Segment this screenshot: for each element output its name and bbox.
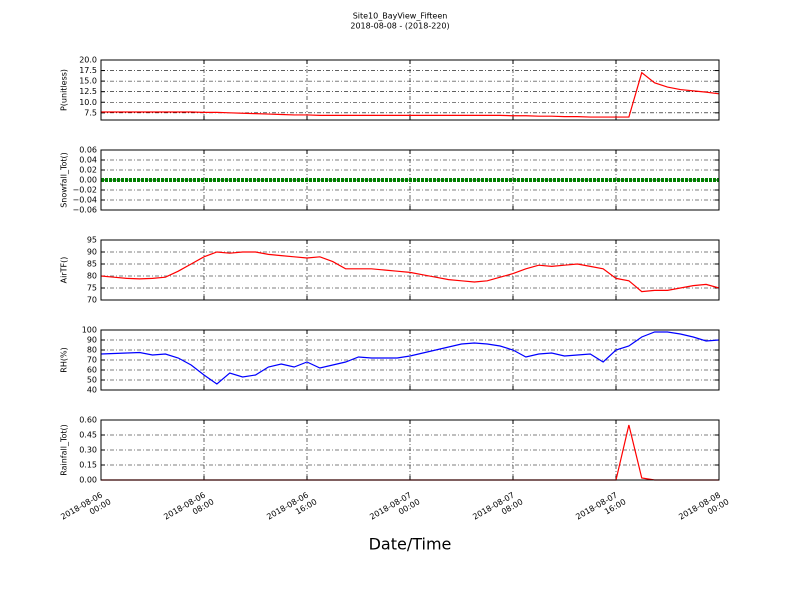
y-tick-label: −0.06 <box>72 206 97 215</box>
axes-frame <box>100 329 720 391</box>
y-axis-label: Snowfall_Tot() <box>60 152 69 208</box>
y-tick-label: 0.00 <box>79 176 97 185</box>
y-tick-label: 50 <box>87 376 97 385</box>
y-tick-label: −0.04 <box>72 196 97 205</box>
axes-frame <box>100 59 720 121</box>
chart-title: Site10_BayView_Fifteen <box>353 12 448 21</box>
y-tick-label: 12.5 <box>79 87 97 96</box>
x-tick-label: 2018-08-0616:00 <box>265 488 318 530</box>
y-tick-label: −0.02 <box>72 186 97 195</box>
y-axis-label: RH(%) <box>60 347 69 372</box>
chart-subtitle: 2018-08-08 - (2018-220) <box>350 22 449 31</box>
data-line <box>101 71 720 118</box>
x-tick-label: 2018-08-0800:00 <box>677 488 730 530</box>
y-tick-label: 70 <box>87 296 97 305</box>
y-tick-label: 60 <box>87 366 97 375</box>
y-tick-label: 95 <box>87 236 97 245</box>
axes-frame <box>100 149 720 211</box>
y-tick-label: 0.06 <box>79 146 97 155</box>
y-tick-label: 10.0 <box>79 98 97 107</box>
y-tick-label: 90 <box>87 336 97 345</box>
y-tick-label: 70 <box>87 356 97 365</box>
y-tick-label: 15.0 <box>79 77 97 86</box>
y-tick-label: 0.30 <box>79 446 97 455</box>
y-tick-label: 100 <box>82 326 97 335</box>
y-tick-label: 90 <box>87 248 97 257</box>
y-tick-label: 80 <box>87 346 97 355</box>
y-tick-label: 0.15 <box>79 461 97 470</box>
y-axis-label: AirTF() <box>60 257 69 284</box>
y-tick-label: 0.04 <box>79 156 97 165</box>
data-line <box>100 331 720 385</box>
y-tick-label: 0.00 <box>79 476 97 485</box>
data-line <box>100 251 720 293</box>
y-tick-label: 20.0 <box>79 56 97 65</box>
x-tick-label: 2018-08-0708:00 <box>471 488 524 530</box>
y-tick-label: 75 <box>87 284 97 293</box>
y-axis-label: P(unitless) <box>60 69 69 111</box>
y-tick-label: 0.02 <box>79 166 97 175</box>
y-tick-label: 85 <box>87 260 97 269</box>
y-tick-label: 0.60 <box>79 416 97 425</box>
x-tick-label: 2018-08-0600:00 <box>59 488 112 530</box>
axes-frame <box>100 419 720 481</box>
y-axis-label: Rainfall_Tot() <box>60 424 69 476</box>
x-tick-label: 2018-08-0716:00 <box>574 488 627 530</box>
y-tick-label: 0.45 <box>79 431 97 440</box>
y-tick-label: 40 <box>87 386 97 395</box>
x-tick-label: 2018-08-0608:00 <box>162 488 215 530</box>
axes-frame <box>100 239 720 301</box>
x-tick-label: 2018-08-0700:00 <box>368 488 421 530</box>
y-tick-label: 80 <box>87 272 97 281</box>
y-tick-label: 17.5 <box>79 66 97 75</box>
x-axis-label: Date/Time <box>369 535 452 554</box>
y-tick-label: 7.5 <box>84 108 97 117</box>
